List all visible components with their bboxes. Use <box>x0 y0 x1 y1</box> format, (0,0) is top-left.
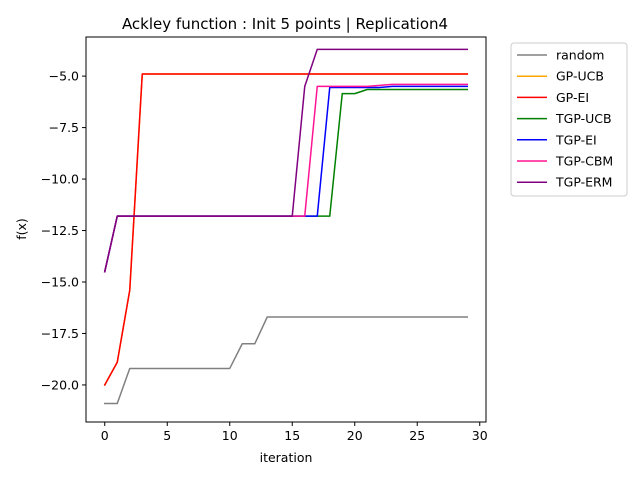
y-tick-label: −7.5 <box>49 120 79 135</box>
series-line-gp-ei <box>103 73 468 386</box>
plot-area <box>85 36 487 423</box>
series-line-tgp-erm <box>103 48 468 273</box>
legend-label: GP-UCB <box>556 69 604 84</box>
chart-title: Ackley function : Init 5 points | Replic… <box>122 15 448 33</box>
legend-label: TGP-ERM <box>555 175 612 190</box>
x-axis-label: iteration <box>260 450 313 465</box>
y-tick-label: −20.0 <box>41 377 79 392</box>
x-tick-label: 10 <box>222 428 238 443</box>
x-tick-label: 25 <box>409 428 425 443</box>
x-tick-label: 15 <box>284 428 300 443</box>
y-tick-label: −17.5 <box>41 326 79 341</box>
y-axis-label: f(x) <box>14 218 29 240</box>
x-axis: 0 5 10 15 20 25 30 <box>101 422 488 443</box>
plot-border <box>85 36 487 423</box>
x-tick-label: 5 <box>163 428 171 443</box>
x-tick-label: 0 <box>101 428 109 443</box>
legend-label: TGP-CBM <box>555 154 613 169</box>
series-layer <box>103 48 468 405</box>
legend-label: TGP-UCB <box>555 111 612 126</box>
legend-label: GP-EI <box>556 90 589 105</box>
series-line-random <box>104 316 468 405</box>
legend-items: random GP-UCB GP-EI TGP-UCB TGP-EI TGP-CBM TGP… <box>517 48 613 190</box>
y-tick-label: −5.0 <box>49 69 79 84</box>
legend-label: random <box>556 48 604 63</box>
plot-frame <box>86 37 486 422</box>
legend-frame <box>510 42 628 197</box>
y-tick-label: −15.0 <box>41 275 79 290</box>
y-tick-label: −12.5 <box>41 223 79 238</box>
x-tick-label: 30 <box>472 428 488 443</box>
x-tick-label: 20 <box>347 428 363 443</box>
y-axis: −5.0 −7.5 −10.0 −12.5 −15.0 −17.5 −20.0 <box>41 69 86 392</box>
legend-label: TGP-EI <box>555 132 597 147</box>
y-tick-label: −10.0 <box>41 172 79 187</box>
legend: random GP-UCB GP-EI TGP-UCB TGP-EI TGP-CBM TGP… <box>510 42 628 197</box>
